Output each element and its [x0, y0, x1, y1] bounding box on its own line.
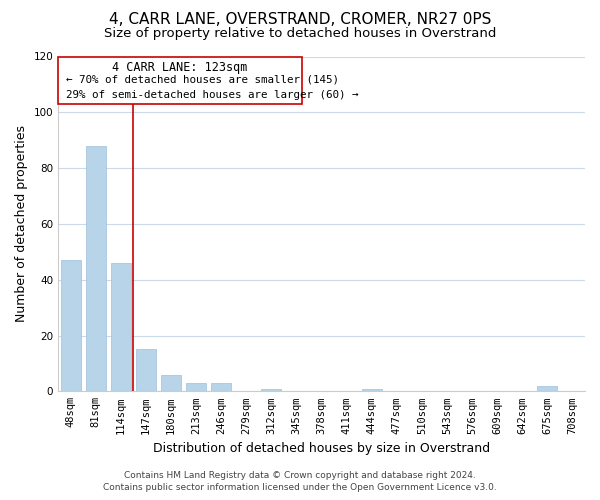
Bar	[211, 383, 231, 392]
FancyBboxPatch shape	[58, 56, 302, 104]
Bar	[262, 388, 281, 392]
Bar	[136, 350, 156, 392]
Y-axis label: Number of detached properties: Number of detached properties	[15, 126, 28, 322]
Bar	[538, 386, 557, 392]
Text: Contains HM Land Registry data © Crown copyright and database right 2024.
Contai: Contains HM Land Registry data © Crown c…	[103, 471, 497, 492]
X-axis label: Distribution of detached houses by size in Overstrand: Distribution of detached houses by size …	[153, 442, 490, 455]
Text: Size of property relative to detached houses in Overstrand: Size of property relative to detached ho…	[104, 28, 496, 40]
Text: 4, CARR LANE, OVERSTRAND, CROMER, NR27 0PS: 4, CARR LANE, OVERSTRAND, CROMER, NR27 0…	[109, 12, 491, 28]
Text: 4 CARR LANE: 123sqm: 4 CARR LANE: 123sqm	[112, 60, 248, 74]
Bar	[61, 260, 81, 392]
Bar	[111, 263, 131, 392]
Text: ← 70% of detached houses are smaller (145): ← 70% of detached houses are smaller (14…	[65, 74, 338, 85]
Text: 29% of semi-detached houses are larger (60) →: 29% of semi-detached houses are larger (…	[65, 90, 358, 100]
Bar	[161, 374, 181, 392]
Bar	[362, 388, 382, 392]
Bar	[186, 383, 206, 392]
Bar	[86, 146, 106, 392]
